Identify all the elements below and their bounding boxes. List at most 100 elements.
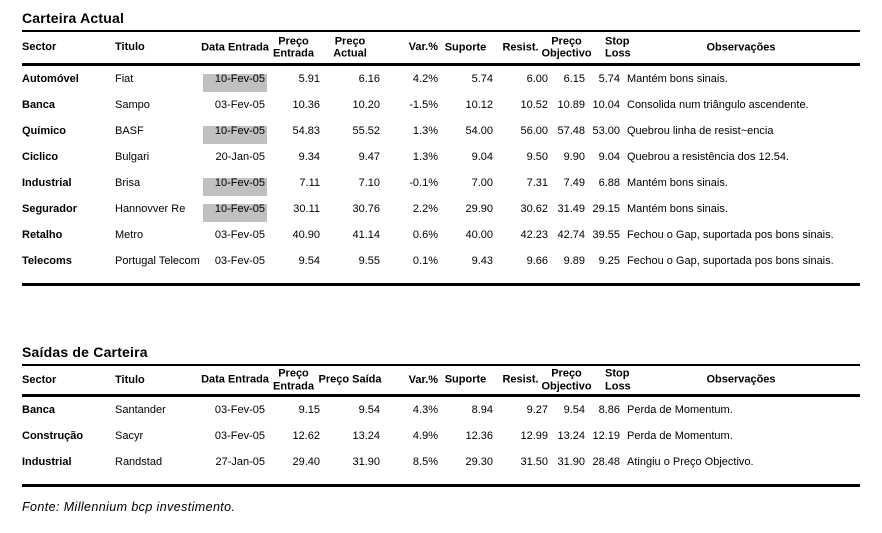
- table-row: Ciclico Bulgari 20-Jan-05 9.34 9.47 1.3% 9.04 9…: [22, 144, 860, 170]
- table-row: Retalho Metro 03-Fev-05 40.90 41.14 0.6% 40.00…: [22, 222, 860, 248]
- cell-data-entrada: 03-Fev-05: [214, 255, 265, 267]
- cell-preco-entrada: 30.11: [293, 203, 320, 215]
- col-header-sector: Sector: [22, 373, 57, 386]
- cell-preco-entrada: 9.34: [298, 151, 320, 163]
- table-row: Automóvel Fiat 10-Fev-05 5.91 6.16 4.2% 5.74 6.…: [22, 66, 860, 92]
- cell-preco-entrada: 12.62: [292, 430, 320, 442]
- cell-resist: 42.23: [520, 229, 548, 241]
- col-header-preco-saida: Preço Saída: [318, 373, 382, 386]
- cell-data-entrada: 10-Fev-05: [203, 203, 267, 222]
- col-header-data-entrada: Data Entrada: [201, 41, 269, 54]
- cell-resist: 7.31: [526, 177, 548, 189]
- cell-stop-loss: 8.86: [598, 404, 620, 416]
- cell-data-entrada: 20-Jan-05: [215, 151, 265, 163]
- cell-stop-loss: 53.00: [592, 125, 620, 137]
- cell-titulo: BASF: [115, 125, 144, 137]
- cell-resist: 6.00: [526, 73, 548, 85]
- col-header-var-pct: Var.%: [408, 373, 438, 386]
- cell-suporte: 40.00: [465, 229, 493, 241]
- cell-preco-entrada: 10.36: [292, 99, 320, 111]
- cell-sector: Banca: [22, 99, 56, 111]
- cell-suporte: 9.43: [471, 255, 493, 267]
- cell-var-pct: 8.5%: [412, 456, 438, 468]
- cell-observacoes: Quebrou linha de resist~encia: [627, 125, 774, 137]
- col-header-resist: Resist.: [502, 41, 539, 54]
- cell-var-pct: -0.1%: [409, 177, 438, 189]
- col-header-preco-objectivo: Preço Objectivo: [541, 367, 592, 392]
- col-header-observacoes: Observações: [706, 41, 776, 54]
- cell-observacoes: Consolida num triângulo ascendente.: [627, 99, 809, 111]
- cell-preco-objectivo: 7.49: [563, 177, 585, 189]
- col-header-sector: Sector: [22, 41, 57, 54]
- cell-preco-objectivo: 13.24: [557, 430, 585, 442]
- cell-sector: Retalho: [22, 229, 63, 241]
- saidas-de-carteira-title: Saídas de Carteira: [22, 344, 148, 360]
- cell-stop-loss: 9.04: [598, 151, 620, 163]
- table-row: Industrial Brisa 10-Fev-05 7.11 7.10 -0.1% 7.0…: [22, 170, 860, 196]
- col-header-var-pct: Var.%: [408, 41, 438, 54]
- cell-preco-objectivo: 10.89: [557, 99, 585, 111]
- cell-preco-actual: 41.14: [352, 229, 380, 241]
- cell-preco-entrada: 9.15: [298, 404, 320, 416]
- cell-preco-objectivo: 9.89: [563, 255, 585, 267]
- col-header-preco-entrada: Preço Entrada: [273, 34, 314, 60]
- cell-var-pct: 0.6%: [412, 229, 438, 241]
- cell-suporte: 8.94: [471, 404, 493, 416]
- cell-preco-entrada: 29.40: [292, 456, 320, 468]
- cell-preco-objectivo: 57.48: [557, 125, 585, 137]
- cell-suporte: 12.36: [465, 430, 493, 442]
- cell-preco-actual: 7.10: [358, 177, 380, 189]
- cell-preco-actual: 10.20: [352, 99, 380, 111]
- cell-stop-loss: 39.55: [592, 229, 620, 241]
- cell-data-entrada: 03-Fev-05: [214, 229, 265, 241]
- cell-data-entrada: 10-Fev-05: [203, 177, 267, 196]
- cell-stop-loss: 6.88: [598, 177, 620, 189]
- header-divider-rule: [22, 63, 860, 66]
- cell-observacoes: Perda de Momentum.: [627, 404, 733, 416]
- cell-sector: Automóvel: [22, 73, 79, 85]
- table-row: Telecoms Portugal Telecom 03-Fev-05 9.54 9.5…: [22, 248, 860, 274]
- cell-var-pct: -1.5%: [409, 99, 438, 111]
- cell-stop-loss: 12.19: [592, 430, 620, 442]
- cell-data-entrada: 10-Fev-05: [203, 125, 267, 144]
- cell-sector: Químico: [22, 125, 67, 137]
- cell-stop-loss: 9.25: [598, 255, 620, 267]
- col-header-preco-objectivo: Preço Objectivo: [541, 34, 592, 60]
- cell-titulo: Metro: [115, 229, 144, 241]
- cell-preco-actual: 6.16: [358, 73, 380, 85]
- cell-titulo: Randstad: [115, 456, 163, 468]
- cell-sector: Banca: [22, 404, 56, 416]
- title-divider-rule: [22, 364, 860, 366]
- cell-titulo: Portugal Telecom: [115, 255, 200, 267]
- cell-var-pct: 4.3%: [412, 404, 438, 416]
- table-row: Químico BASF 10-Fev-05 54.83 55.52 1.3% 54.00 5…: [22, 118, 860, 144]
- col-header-titulo: Titulo: [115, 373, 145, 386]
- cell-sector: Industrial: [22, 177, 72, 189]
- cell-titulo: Sacyr: [115, 430, 144, 442]
- table-row: Banca Sampo 03-Fev-05 10.36 10.20 -1.5% 10.12 1…: [22, 92, 860, 118]
- cell-data-entrada: 27-Jan-05: [215, 456, 265, 468]
- cell-preco-actual: 9.47: [358, 151, 380, 163]
- cell-preco-entrada: 9.54: [298, 255, 320, 267]
- carteira-actual-section: Carteira Actual Sector Titulo Data Entrada…: [22, 10, 860, 286]
- table-row: Industrial Randstad 27-Jan-05 29.40 31.90 8.5…: [22, 449, 860, 475]
- cell-var-pct: 1.3%: [412, 125, 438, 137]
- source-note: Fonte: Millennium bcp investimento.: [22, 500, 236, 514]
- cell-sector: Segurador: [22, 203, 78, 215]
- cell-stop-loss: 10.04: [592, 99, 620, 111]
- col-header-stop-loss: Stop Loss: [605, 34, 631, 60]
- col-header-observacoes: Observações: [706, 373, 776, 386]
- cell-data-entrada: 03-Fev-05: [214, 99, 265, 111]
- cell-titulo: Santander: [115, 404, 166, 416]
- col-header-data-entrada: Data Entrada: [201, 373, 269, 386]
- cell-preco-entrada: 40.90: [292, 229, 320, 241]
- table-row: Construção Sacyr 03-Fev-05 12.62 13.24 4.9% 12…: [22, 423, 860, 449]
- col-header-stop-loss: Stop Loss: [605, 367, 631, 392]
- col-header-titulo: Titulo: [115, 41, 145, 54]
- cell-suporte: 9.04: [471, 151, 493, 163]
- col-header-suporte: Suporte: [444, 373, 487, 386]
- cell-observacoes: Fechou o Gap, suportada pos bons sinais.: [627, 255, 834, 267]
- cell-preco-objectivo: 9.54: [563, 404, 585, 416]
- cell-resist: 10.52: [520, 99, 548, 111]
